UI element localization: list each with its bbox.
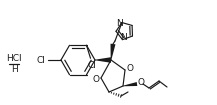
Text: H: H [11,64,17,74]
Polygon shape [95,57,111,63]
Text: Cl: Cl [87,61,96,70]
Polygon shape [123,82,137,86]
Text: HCl: HCl [6,54,22,62]
Text: N: N [117,19,123,28]
Text: O: O [138,77,145,87]
Polygon shape [110,44,115,60]
Text: Cl: Cl [36,56,45,64]
Text: N: N [120,33,127,42]
Text: O: O [127,64,133,72]
Text: O: O [92,75,100,83]
